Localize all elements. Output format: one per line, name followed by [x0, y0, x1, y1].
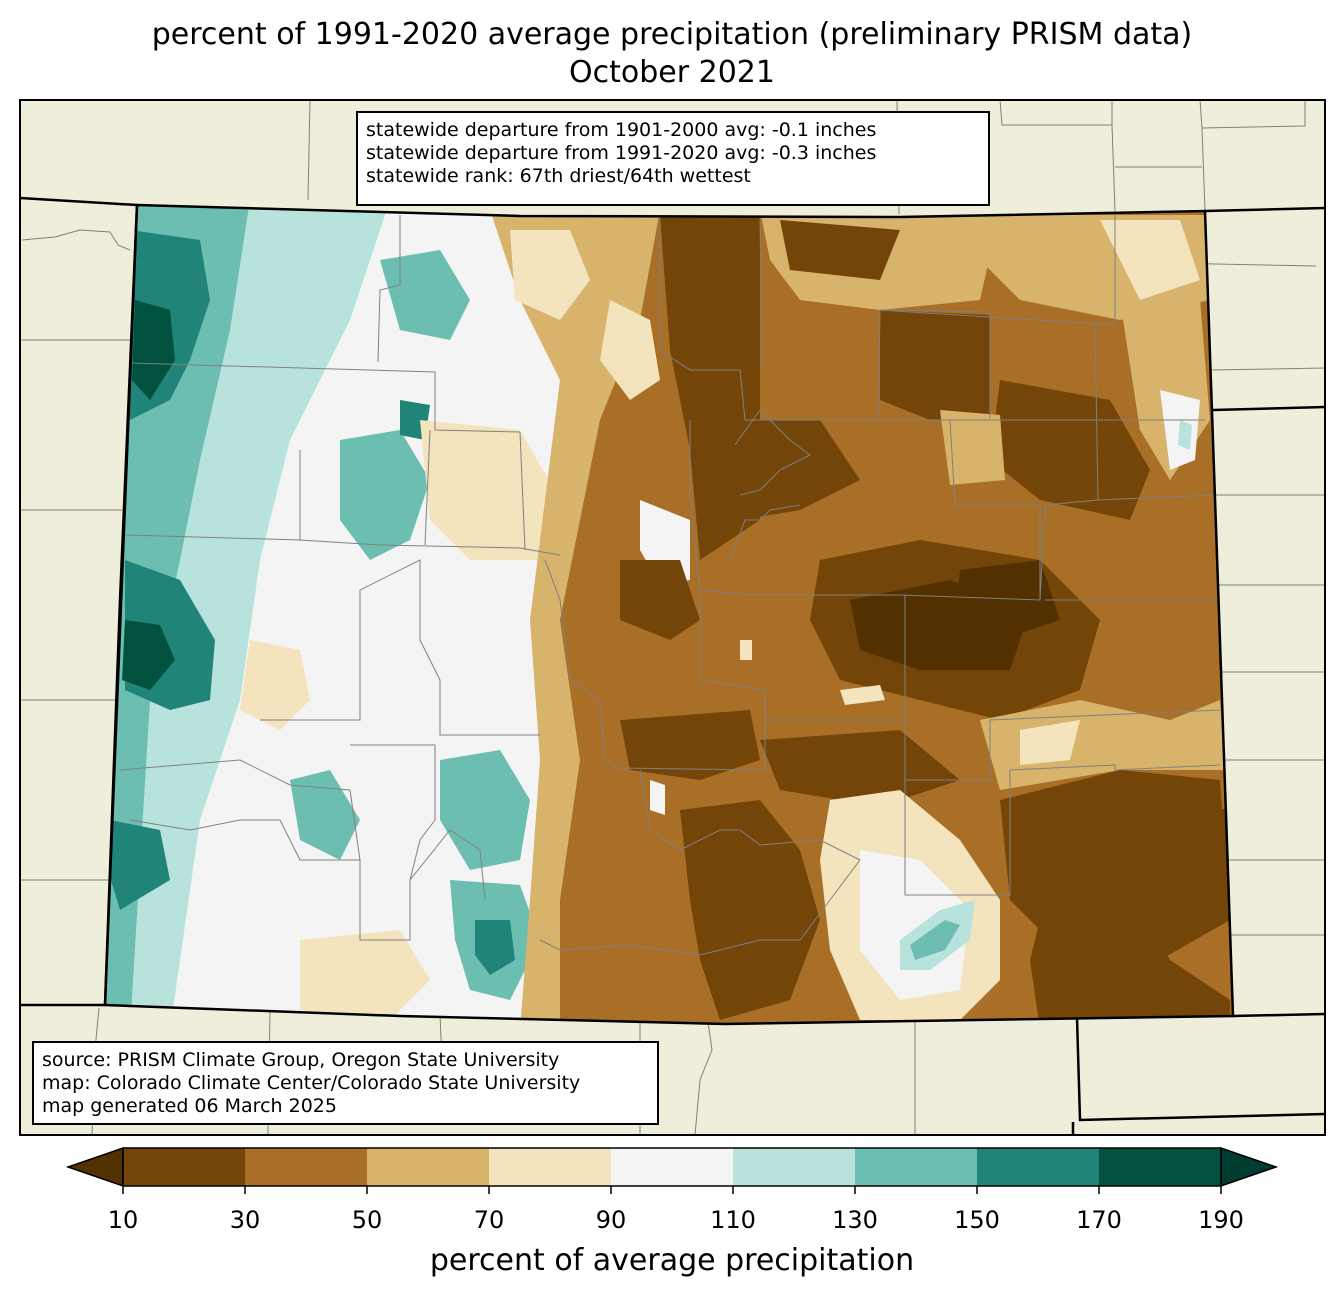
colorbar-tick-label: 110: [710, 1206, 756, 1234]
precipitation-field: [105, 205, 1233, 1024]
colorbar-over-arrow: [1220, 1146, 1279, 1188]
colorbar-outline: [122, 1147, 1222, 1187]
colorbar-tick-label: 150: [954, 1206, 1000, 1234]
colorbar-bin-110-130: [733, 1148, 855, 1186]
colorbar-tick-label: 70: [473, 1206, 505, 1234]
statewide-stats-box: statewide departure from 1901-2000 avg: …: [356, 111, 990, 206]
source-credit-box: source: PRISM Climate Group, Oregon Stat…: [32, 1041, 659, 1125]
county-boundaries: [119, 210, 1221, 956]
state-borders: [19, 196, 1326, 1135]
colorbar-tick-label: 130: [832, 1206, 878, 1234]
map-subtitle-month: October 2021: [569, 55, 775, 90]
colorbar-bin-10-30: [123, 1148, 245, 1186]
map-frame: [19, 99, 1326, 1136]
colorbar-tick-label: 170: [1076, 1206, 1122, 1234]
stats-line: statewide departure from 1901-2000 avg: …: [366, 119, 877, 141]
colorbar: [65, 1146, 1279, 1194]
colorbar-bin-30-50: [245, 1148, 367, 1186]
stats-line: statewide departure from 1991-2020 avg: …: [366, 142, 877, 164]
colorbar-bin-70-90: [489, 1148, 611, 1186]
colorbar-label: percent of average precipitation: [429, 1243, 915, 1278]
colorbar-bin-130-150: [855, 1148, 977, 1186]
stats-line: statewide rank: 67th driest/64th wettest: [366, 165, 751, 187]
colorbar-tick-label: 50: [351, 1206, 383, 1234]
colorbar-bin-150-170: [977, 1148, 1099, 1186]
colorbar-tick-label: 190: [1198, 1206, 1244, 1234]
colorbar-bin-170-190: [1099, 1148, 1221, 1186]
map-title: percent of 1991-2020 average precipitati…: [151, 17, 1193, 52]
colorbar-tick-label: 90: [595, 1206, 627, 1234]
colorbar-under-arrow: [65, 1146, 124, 1188]
source-line: map: Colorado Climate Center/Colorado St…: [42, 1072, 581, 1094]
source-line: map generated 06 March 2025: [42, 1095, 337, 1117]
colorbar-bin-90-110: [611, 1148, 733, 1186]
colorbar-bin-50-70: [367, 1148, 489, 1186]
colorbar-tick-label: 30: [229, 1206, 261, 1234]
colorbar-tick-label: 10: [107, 1206, 139, 1234]
source-line: source: PRISM Climate Group, Oregon Stat…: [42, 1049, 560, 1071]
